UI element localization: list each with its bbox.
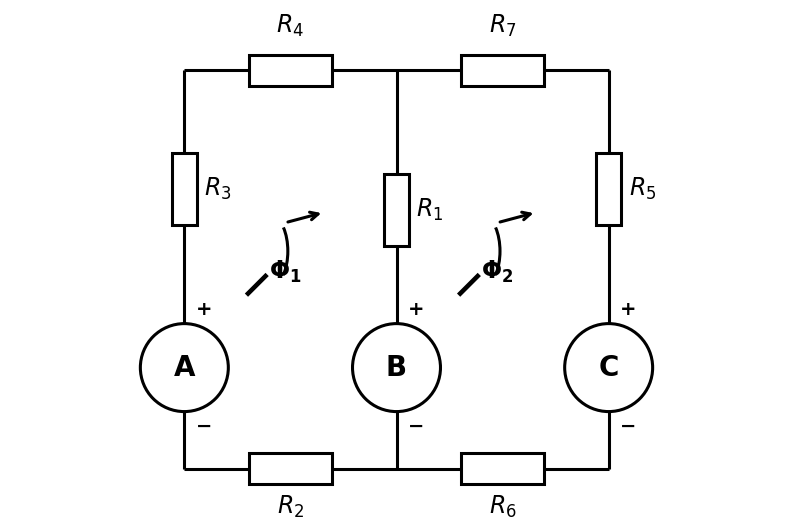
Text: $R_1$: $R_1$ [416, 197, 444, 223]
Text: $\mathbf{\Phi_2}$: $\mathbf{\Phi_2}$ [481, 259, 514, 285]
Circle shape [353, 323, 440, 411]
Text: −: − [408, 417, 424, 436]
Circle shape [565, 323, 653, 411]
Text: +: + [408, 300, 424, 319]
Text: +: + [196, 300, 213, 319]
Circle shape [140, 323, 228, 411]
Text: $R_3$: $R_3$ [205, 176, 232, 202]
Text: C: C [599, 353, 619, 381]
Text: +: + [620, 300, 637, 319]
Text: $\mathbf{\Phi_1}$: $\mathbf{\Phi_1}$ [269, 259, 301, 285]
Text: $R_4$: $R_4$ [277, 13, 305, 39]
Bar [249, 453, 331, 484]
Text: −: − [196, 417, 213, 436]
Bar [249, 55, 331, 86]
Text: B: B [386, 353, 407, 381]
Text: −: − [620, 417, 637, 436]
Text: $R_5$: $R_5$ [629, 176, 656, 202]
Text: $R_2$: $R_2$ [277, 494, 304, 520]
Text: A: A [174, 353, 195, 381]
Text: $R_6$: $R_6$ [488, 494, 516, 520]
Bar [172, 153, 197, 225]
Text: $R_7$: $R_7$ [488, 13, 516, 39]
Bar [596, 153, 621, 225]
Bar [462, 453, 544, 484]
Bar [462, 55, 544, 86]
Bar [384, 174, 409, 246]
